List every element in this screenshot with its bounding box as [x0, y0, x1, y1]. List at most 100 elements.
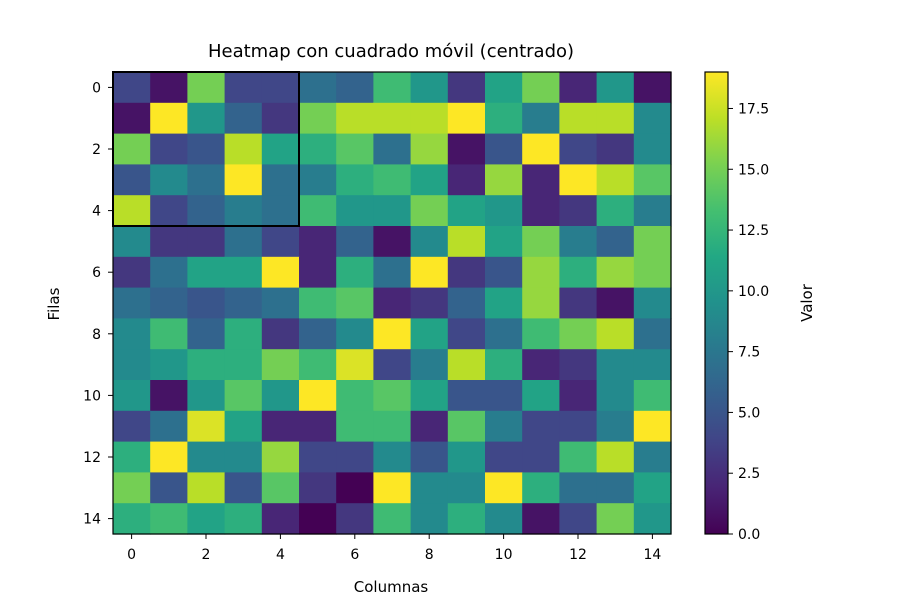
heatmap-cell	[261, 441, 300, 473]
x-tick-label: 2	[202, 547, 211, 563]
x-axis-label: Columnas	[354, 578, 429, 596]
heatmap-cell	[373, 164, 412, 196]
colorbar-tick-label: 12.5	[738, 223, 769, 239]
heatmap-cell	[559, 503, 598, 535]
y-tick-label: 4	[92, 204, 101, 220]
heatmap-cell	[299, 226, 337, 258]
heatmap-cell	[410, 410, 449, 443]
heatmap-cell	[187, 226, 226, 258]
heatmap-cell	[373, 72, 412, 104]
heatmap-cell	[410, 226, 449, 258]
heatmap-cell	[633, 226, 672, 258]
y-tick-label: 6	[92, 265, 101, 281]
heatmap-cell	[447, 472, 486, 504]
heatmap-cell	[261, 195, 300, 227]
heatmap-cell	[150, 72, 188, 104]
heatmap-cell	[261, 472, 300, 504]
heatmap-cell	[485, 349, 523, 381]
heatmap-cell	[633, 102, 672, 135]
heatmap-cell	[113, 380, 151, 412]
heatmap-cell	[485, 256, 523, 289]
heatmap-cell	[224, 72, 263, 104]
heatmap-cell	[261, 226, 300, 258]
heatmap-cell	[187, 133, 226, 165]
heatmap-cell	[113, 195, 151, 227]
heatmap-cell	[187, 472, 226, 504]
heatmap-cell	[633, 441, 672, 473]
heatmap-cell	[336, 287, 374, 319]
heatmap-cell	[150, 226, 188, 258]
y-axis-ticks: 0 2 4 6 8 10 12 14	[83, 80, 113, 528]
heatmap-cell	[299, 472, 337, 504]
heatmap-cell	[299, 195, 337, 227]
colorbar-label: Valor	[798, 283, 816, 322]
y-tick-label: 12	[83, 450, 101, 466]
heatmap-cell	[336, 410, 374, 443]
heatmap-cell	[299, 256, 337, 289]
heatmap-cell	[485, 380, 523, 412]
heatmap-cell	[299, 164, 337, 196]
x-tick-label: 8	[425, 547, 434, 563]
heatmap-cell	[596, 164, 635, 196]
heatmap-cell	[633, 195, 672, 227]
heatmap-cell	[224, 318, 263, 350]
heatmap-cell	[485, 195, 523, 227]
heatmap-cell	[447, 318, 486, 350]
heatmap-cell	[410, 164, 449, 196]
heatmap-cell	[373, 318, 412, 350]
chart-title: Heatmap con cuadrado móvil (centrado)	[208, 41, 574, 62]
heatmap-cell	[150, 349, 188, 381]
heatmap-cell	[485, 164, 523, 196]
colorbar-tick-label: 5.0	[738, 405, 760, 421]
heatmap-cell	[485, 318, 523, 350]
heatmap-cell	[373, 410, 412, 443]
heatmap-cell	[261, 410, 300, 443]
heatmap-cell	[224, 472, 263, 504]
heatmap-cell	[150, 102, 188, 135]
heatmap-cell	[410, 102, 449, 135]
heatmap-cell	[187, 102, 226, 135]
heatmap-cell	[187, 72, 226, 104]
heatmap-cell	[261, 133, 300, 165]
heatmap-cell	[447, 349, 486, 381]
heatmap-cell	[336, 503, 374, 535]
x-tick-label: 12	[569, 547, 587, 563]
heatmap-cell	[299, 318, 337, 350]
heatmap-cell	[596, 410, 635, 443]
heatmap-cell	[261, 380, 300, 412]
y-tick-label: 14	[83, 512, 101, 528]
heatmap-cell	[261, 318, 300, 350]
heatmap-cell	[410, 72, 449, 104]
heatmap-cell	[559, 441, 598, 473]
heatmap-cell	[187, 195, 226, 227]
colorbar-tick-label: 2.5	[738, 466, 760, 482]
heatmap-cell	[522, 380, 560, 412]
heatmap-cell	[596, 102, 635, 135]
heatmap-cell	[633, 318, 672, 350]
heatmap-cell	[447, 72, 486, 104]
heatmap-cell	[224, 380, 263, 412]
heatmap-cell	[150, 287, 188, 319]
heatmap-cell	[447, 410, 486, 443]
heatmap-cell	[187, 380, 226, 412]
heatmap-cell	[336, 380, 374, 412]
heatmap-cell	[113, 410, 151, 443]
colorbar	[704, 71, 729, 535]
heatmap-cell	[373, 441, 412, 473]
heatmap-cell	[485, 133, 523, 165]
heatmap-cell	[299, 410, 337, 443]
heatmap-cell	[373, 226, 412, 258]
heatmap-cell	[224, 441, 263, 473]
heatmap-cells	[113, 72, 672, 535]
heatmap-cell	[299, 349, 337, 381]
heatmap-cell	[522, 256, 560, 289]
heatmap-cell	[224, 503, 263, 535]
heatmap-cell	[410, 441, 449, 473]
heatmap-cell	[447, 133, 486, 165]
heatmap-cell	[596, 256, 635, 289]
heatmap-cell	[113, 72, 151, 104]
heatmap-cell	[410, 287, 449, 319]
heatmap-cell	[410, 472, 449, 504]
heatmap-cell	[336, 441, 374, 473]
